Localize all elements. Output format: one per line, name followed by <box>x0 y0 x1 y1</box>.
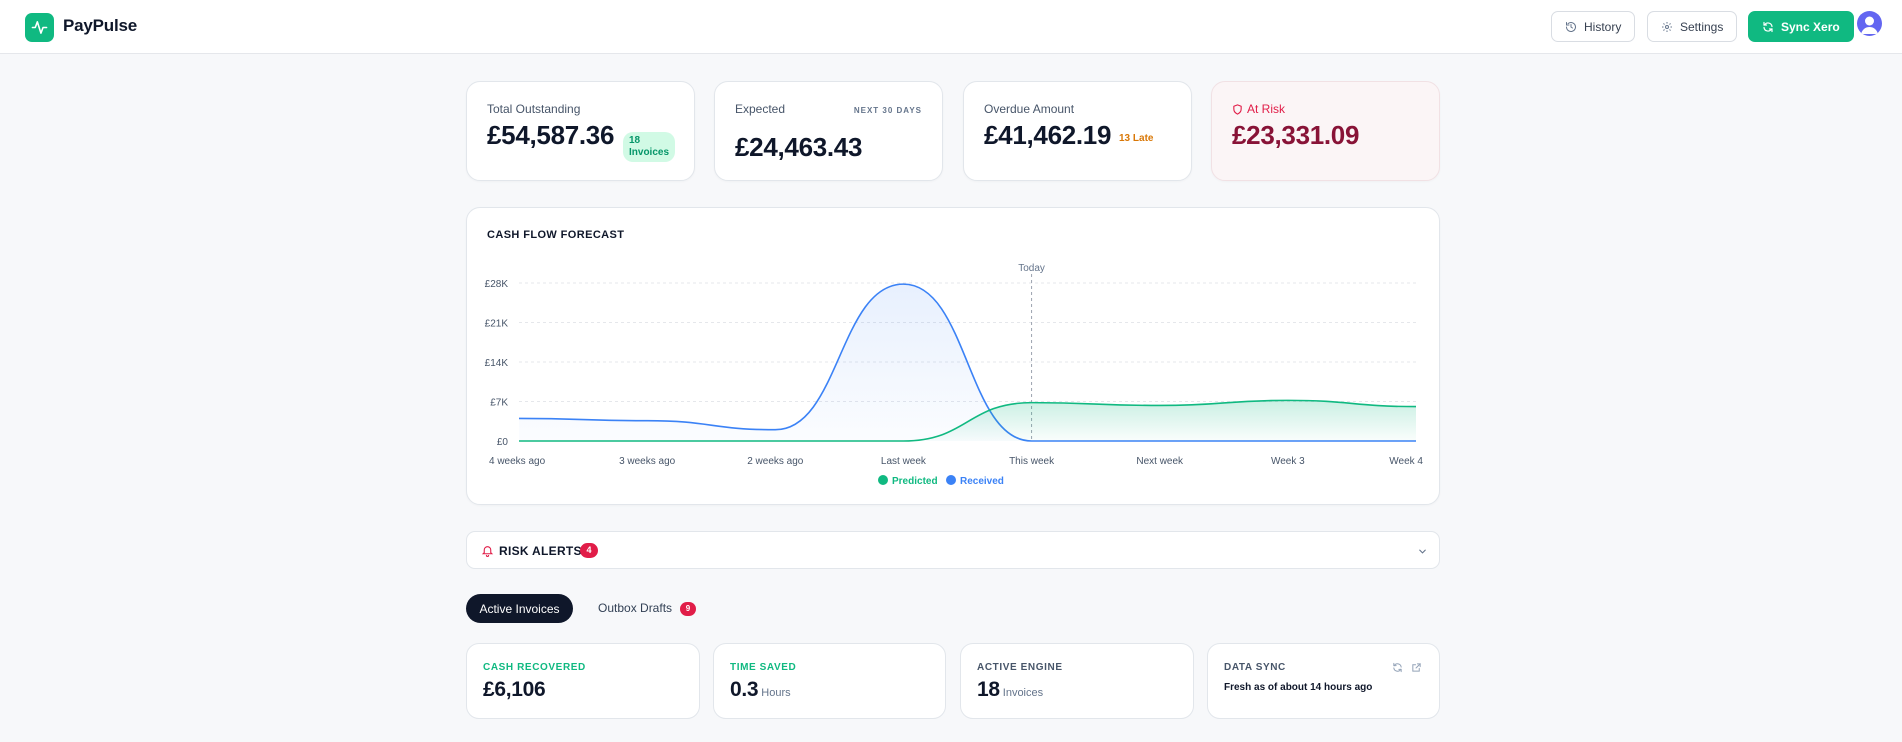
refresh-icon[interactable] <box>1392 662 1403 673</box>
user-icon <box>1861 16 1878 34</box>
x-tick-label: This week <box>1009 456 1055 467</box>
series-line-predicted <box>519 399 1417 442</box>
x-tick-label: 2 weeks ago <box>747 456 804 467</box>
time-saved-label: TIME SAVED <box>730 662 797 673</box>
risk-alerts-panel[interactable]: RISK ALERTS 4 <box>466 531 1440 569</box>
expected-period: NEXT 30 DAYS <box>853 106 922 115</box>
active-engine-unit: Invoices <box>1002 687 1044 699</box>
legend-marker <box>878 475 888 485</box>
y-tick-label: £28K <box>485 279 509 290</box>
tab-outbox-drafts[interactable]: Outbox Drafts <box>598 601 672 615</box>
chevron-down-icon[interactable] <box>1417 546 1428 557</box>
active-engine-label: ACTIVE ENGINE <box>977 662 1063 673</box>
outbox-drafts-count: 9 <box>680 602 696 616</box>
pulse-icon <box>31 21 48 34</box>
active-engine-metric: 18 Invoices <box>977 678 1043 702</box>
active-engine-card: ACTIVE ENGINE 18 Invoices <box>960 643 1194 719</box>
cash-recovered-value: £6,106 <box>483 678 546 701</box>
at-risk-label: At Risk <box>1247 102 1286 116</box>
time-saved-card: TIME SAVED 0.3 Hours <box>713 643 946 719</box>
total-outstanding-card: Total Outstanding £54,587.36 18 Invoices <box>466 81 695 181</box>
data-sync-card: DATA SYNC Fresh as of about 14 hours ago <box>1207 643 1440 719</box>
app-name: PayPulse <box>63 16 138 35</box>
overdue-value: £41,462.19 <box>984 120 1112 150</box>
tab-active-invoices[interactable]: Active Invoices <box>466 594 573 623</box>
y-tick-label: £7K <box>490 398 508 409</box>
total-outstanding-value: £54,587.36 <box>487 120 615 150</box>
shield-icon <box>1233 104 1242 115</box>
risk-alerts-count: 4 <box>580 543 598 558</box>
at-risk-card: At Risk £23,331.09 <box>1211 81 1440 181</box>
sync-label: Sync Xero <box>1781 19 1840 34</box>
bell-icon <box>481 546 494 557</box>
x-tick-label: 4 weeks ago <box>489 456 546 467</box>
cash-flow-chart: £0 £7K £14K £21K £28K 4 weeks ago 3 weeks ago 2… <box>485 263 1424 487</box>
refresh-icon <box>1763 21 1773 32</box>
data-sync-status: Fresh as of about 14 hours ago <box>1224 682 1373 693</box>
today-label: Today <box>1018 263 1045 274</box>
at-risk-value: £23,331.09 <box>1232 120 1360 150</box>
risk-alerts-title: RISK ALERTS <box>499 544 582 558</box>
y-tick-label: £21K <box>485 319 509 330</box>
legend-label: Received <box>960 476 1004 487</box>
overdue-label: Overdue Amount <box>984 102 1075 116</box>
legend-label: Predicted <box>892 476 938 487</box>
avatar[interactable] <box>1857 11 1882 36</box>
legend-marker <box>946 475 956 485</box>
x-tick-label: Week 3 <box>1271 456 1305 467</box>
x-tick-label: 3 weeks ago <box>619 456 676 467</box>
cash-flow-card: CASH FLOW FORECAST £0 £7K £14K £21K £28K 4 we… <box>466 207 1440 505</box>
series-area-predicted <box>519 400 1416 441</box>
settings-label: Settings <box>1680 19 1724 34</box>
gear-icon <box>1662 21 1672 32</box>
x-tick-label: Last week <box>881 456 927 467</box>
invoice-count-unit: Invoices <box>629 147 670 158</box>
data-sync-label: DATA SYNC <box>1224 662 1286 673</box>
y-tick-label: £0 <box>497 437 509 448</box>
settings-button[interactable]: Settings <box>1647 11 1738 42</box>
expected-label: Expected <box>735 102 786 116</box>
cash-recovered-label: CASH RECOVERED <box>483 662 586 673</box>
expected-card: Expected NEXT 30 DAYS £24,463.43 <box>714 81 943 181</box>
logo[interactable] <box>25 13 54 42</box>
history-icon <box>1566 21 1576 32</box>
invoice-count: 18 <box>629 135 641 146</box>
sync-xero-button[interactable]: Sync Xero <box>1748 11 1854 42</box>
x-tick-label: Week 4 <box>1389 456 1423 467</box>
active-engine-value: 18 <box>977 678 1000 701</box>
history-label: History <box>1584 19 1622 34</box>
y-tick-label: £14K <box>485 358 509 369</box>
late-tag: 13 Late <box>1119 133 1154 144</box>
overdue-card: Overdue Amount £41,462.19 13 Late <box>963 81 1192 181</box>
cash-recovered-card: CASH RECOVERED £6,106 <box>466 643 700 719</box>
expected-value: £24,463.43 <box>735 132 863 162</box>
top-bar: PayPulse History Settings Sync Xero <box>0 0 1902 54</box>
history-button[interactable]: History <box>1551 11 1636 42</box>
time-saved-metric: 0.3 Hours <box>730 678 791 702</box>
chart-title: CASH FLOW FORECAST <box>487 229 625 241</box>
x-tick-label: Next week <box>1136 456 1184 467</box>
invoice-count-badge: 18 Invoices <box>623 132 676 162</box>
external-link-icon[interactable] <box>1411 662 1422 673</box>
time-saved-value: 0.3 <box>730 678 759 701</box>
outbox-drafts-label: Outbox Drafts <box>598 601 673 615</box>
total-outstanding-label: Total Outstanding <box>487 102 581 116</box>
time-saved-unit: Hours <box>761 687 791 699</box>
